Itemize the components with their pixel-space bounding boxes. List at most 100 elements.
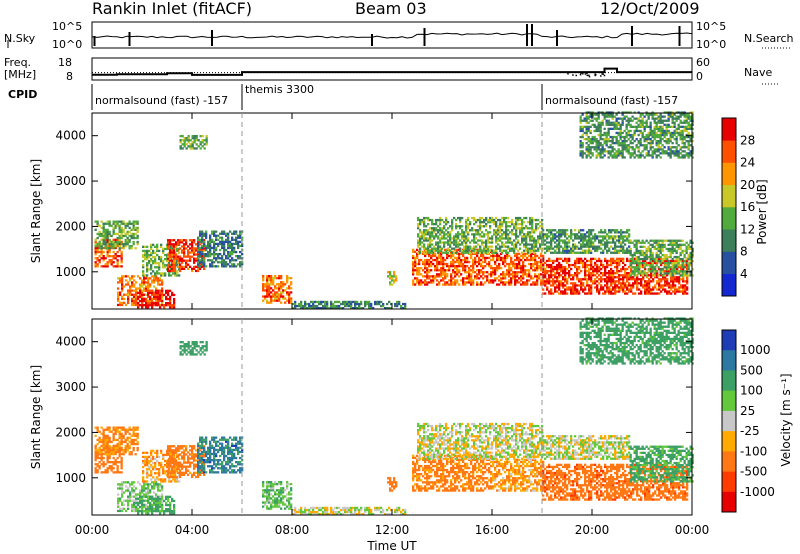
power-cell xyxy=(122,228,125,231)
power-cell xyxy=(508,262,511,266)
power-cell xyxy=(183,265,186,268)
power-cell xyxy=(189,257,192,260)
power-cell xyxy=(661,241,664,244)
power-cell xyxy=(578,267,581,271)
power-cell xyxy=(646,261,649,265)
power-cell xyxy=(626,267,629,271)
power-cell xyxy=(440,273,443,276)
power-cell xyxy=(507,233,510,236)
power-cell xyxy=(215,257,218,260)
power-cell xyxy=(162,249,165,253)
power-cell xyxy=(631,125,634,128)
power-cell xyxy=(284,283,287,286)
power-cell xyxy=(516,252,519,255)
power-cell xyxy=(201,265,204,268)
power-cell xyxy=(151,306,154,309)
power-cell xyxy=(125,303,128,307)
power-cell xyxy=(644,267,647,271)
power-cell xyxy=(128,222,131,225)
power-cell xyxy=(596,245,599,248)
power-cell xyxy=(116,240,119,244)
power-cell xyxy=(620,284,623,287)
power-cell xyxy=(626,292,629,295)
power-cell xyxy=(139,277,142,280)
power-cell xyxy=(416,279,419,282)
power-cell xyxy=(521,221,524,224)
power-cell xyxy=(550,231,553,234)
power-cell xyxy=(121,281,124,284)
power-cell xyxy=(530,262,533,266)
power-cell xyxy=(110,246,113,250)
power-cell xyxy=(448,267,451,270)
power-cell xyxy=(528,262,531,266)
power-cell xyxy=(389,281,392,284)
power-cell xyxy=(550,245,553,248)
power-cell xyxy=(219,261,222,264)
noise-panel: 10^5 10^0 10^5 10^0 N.Sky N.Search xyxy=(4,20,794,51)
power-cell xyxy=(589,119,592,122)
power-cell xyxy=(195,247,198,250)
power-cell xyxy=(501,251,504,254)
power-cell xyxy=(497,227,500,230)
power-cell xyxy=(635,249,638,253)
power-cell xyxy=(675,245,678,248)
power-cell xyxy=(465,249,468,252)
power-cell xyxy=(578,272,581,275)
power-cell xyxy=(589,150,592,153)
power-cell xyxy=(169,265,172,268)
power-cell xyxy=(106,220,109,223)
power-cell xyxy=(215,246,218,250)
power-cell xyxy=(137,302,140,305)
power-cell xyxy=(117,297,120,300)
power-cell xyxy=(616,249,619,252)
power-cell xyxy=(576,290,579,293)
power-cell xyxy=(624,292,627,295)
power-cell xyxy=(447,251,450,254)
power-cell xyxy=(435,233,438,236)
power-cell xyxy=(590,284,593,287)
power-cell xyxy=(522,256,525,260)
power-cell xyxy=(100,247,103,250)
power-cell xyxy=(157,277,160,280)
power-cell xyxy=(300,302,303,306)
power-cell xyxy=(173,239,176,242)
power-cell xyxy=(570,235,573,238)
power-cell xyxy=(584,237,587,240)
power-cell xyxy=(268,301,271,304)
power-cell xyxy=(629,146,632,149)
power-cell xyxy=(181,147,184,150)
power-cell xyxy=(635,129,638,133)
power-cell xyxy=(201,257,204,260)
nave-point xyxy=(575,74,578,77)
power-cell xyxy=(554,290,557,293)
power-cell xyxy=(502,256,505,260)
power-cell xyxy=(394,304,397,308)
power-cell xyxy=(118,230,121,233)
power-cell xyxy=(167,302,170,305)
power-cell xyxy=(608,241,611,244)
power-cell xyxy=(290,287,293,290)
power-cell xyxy=(610,276,613,279)
power-cell xyxy=(96,259,99,262)
power-cell xyxy=(580,245,583,248)
power-cell xyxy=(483,241,486,244)
power-cell xyxy=(467,245,470,248)
power-cell xyxy=(640,280,643,283)
power-cell xyxy=(568,241,571,244)
power-cell xyxy=(106,248,109,252)
power-cell xyxy=(659,239,662,242)
power-cell xyxy=(150,245,153,248)
power-cell xyxy=(624,282,627,285)
power-cell xyxy=(681,272,684,275)
power-cell xyxy=(433,227,436,230)
power-cell xyxy=(416,273,419,276)
power-cell xyxy=(223,248,226,252)
power-cell xyxy=(141,293,144,297)
power-cell xyxy=(451,247,454,250)
power-cell xyxy=(201,232,204,235)
power-cell xyxy=(635,241,638,244)
power-cell xyxy=(137,304,140,307)
power-cell xyxy=(500,273,503,276)
power-cell xyxy=(94,240,97,243)
power-cell xyxy=(637,262,640,265)
